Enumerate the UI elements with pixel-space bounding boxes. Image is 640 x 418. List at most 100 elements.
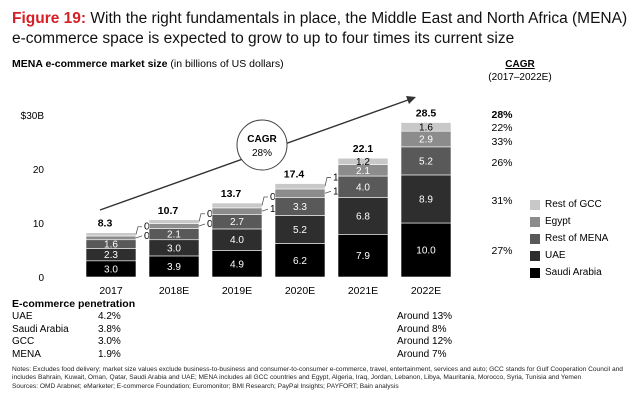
x-tick-label: 2019E — [222, 285, 252, 297]
penetration-country: Saudi Arabia — [12, 323, 69, 335]
legend-label: Rest of MENA — [545, 233, 609, 244]
bar-segment — [211, 207, 263, 215]
bar-value-label: 2.1 — [167, 230, 181, 241]
bar-value-label: 8.9 — [419, 194, 433, 205]
bar-value-label: 6.8 — [356, 211, 370, 222]
legend-label: Rest of GCC — [545, 199, 602, 210]
callout-line — [261, 208, 269, 212]
bar-segment — [274, 183, 326, 190]
chart-notes: Notes: Excludes food delivery; market si… — [12, 366, 632, 391]
penetration-row: Saudi Arabia 3.8% Around 8% — [12, 324, 512, 337]
bar-total-label: 17.4 — [284, 169, 305, 181]
bar-segment — [337, 234, 389, 278]
cagr-column-header: CAGR (2017–2022E) — [470, 58, 570, 84]
chart-subtitle: MENA e-commerce market size (in billions… — [12, 58, 284, 70]
penetration-forecast: Around 13% — [397, 311, 453, 322]
penetration-current: 4.2% — [98, 311, 121, 322]
legend-label: Egypt — [545, 216, 571, 227]
bar-value-label: 3.0 — [167, 243, 181, 254]
legend-label: Saudi Arabia — [545, 267, 602, 278]
x-tick-label: 2017 — [99, 285, 123, 297]
callout-line — [198, 223, 206, 227]
penetration-current: 3.8% — [98, 323, 121, 335]
x-tick-label: 2022E — [411, 285, 441, 297]
cagr-series-value: 22% — [491, 122, 512, 134]
callout-line — [261, 196, 268, 206]
bar-total-label: 8.3 — [98, 218, 113, 230]
bar-value-label: 1.2 — [356, 157, 370, 168]
bar-segment — [400, 122, 452, 132]
bar-value-label: 4.0 — [230, 235, 244, 246]
bar-value-label: 3.0 — [104, 264, 118, 275]
subtitle-bold: MENA e-commerce market size — [12, 58, 168, 70]
y-tick-label: 20 — [33, 165, 45, 176]
bar-segment — [274, 215, 326, 244]
bar-value-label: 10.0 — [416, 246, 436, 257]
bar-segment — [85, 232, 137, 237]
bar-value-label: 2.7 — [230, 217, 244, 228]
bar-value-label: 3.9 — [167, 262, 181, 273]
bar-value-label: 5.2 — [419, 156, 433, 167]
cagr-bubble-label: CAGR — [247, 134, 277, 145]
sources-text: Sources: OMD Arabnet; eMarketer; E-comme… — [12, 382, 399, 390]
callout-line — [324, 177, 331, 187]
penetration-row: MENA 1.9% Around 7% — [12, 349, 512, 362]
figure-title: Figure 19: With the right fundamentals i… — [12, 9, 632, 49]
legend-swatch — [530, 234, 540, 244]
bar-value-label: 1.6 — [104, 240, 118, 251]
bar-segment — [337, 157, 389, 165]
bar-value-label: 5.2 — [293, 225, 307, 236]
bar-value-label: 2.1 — [356, 166, 370, 177]
figure-label: Figure 19: — [12, 10, 87, 27]
x-tick-label: 2021E — [348, 285, 378, 297]
bar-value-label: 3.3 — [293, 202, 307, 213]
legend-label: UAE — [545, 250, 566, 261]
penetration-country: UAE — [12, 311, 33, 322]
cagr-series-value: 26% — [491, 157, 512, 169]
bar-segment — [211, 202, 263, 209]
bar-segment — [211, 250, 263, 278]
penetration-forecast: Around 12% — [397, 336, 453, 347]
stacked-bar-chart: 01020$30B3.02.31.60.70.68.320173.93.02.1… — [21, 96, 513, 297]
bar-total-label: 28.5 — [416, 108, 437, 120]
penetration-country: GCC — [12, 336, 35, 347]
growth-arrow-head — [406, 96, 416, 104]
penetration-country: MENA — [12, 348, 41, 360]
bar-segment — [337, 197, 389, 235]
penetration-row: GCC 3.0% Around 12% — [12, 336, 512, 349]
bar-total-label: 22.1 — [353, 143, 374, 155]
cagr-series-value: 33% — [491, 136, 512, 148]
bar-segment — [274, 188, 326, 198]
cagr-bubble-value: 28% — [252, 148, 272, 159]
penetration-forecast: Around 7% — [397, 348, 447, 360]
figure-title-text: With the right fundamentals in place, th… — [12, 10, 628, 47]
y-tick-label: 10 — [33, 219, 45, 230]
cagr-total-value: 28% — [491, 109, 513, 121]
callout-line — [135, 226, 142, 235]
penetration-title: E-commerce penetration — [12, 298, 136, 310]
bar-value-label: 7.9 — [356, 251, 370, 262]
bar-segment — [148, 223, 200, 229]
y-tick-label: 0 — [38, 273, 44, 284]
bar-total-label: 10.7 — [158, 205, 179, 217]
bar-value-label: 6.2 — [293, 256, 307, 267]
legend-swatch — [530, 217, 540, 227]
x-tick-label: 2018E — [159, 285, 189, 297]
x-tick-label: 2020E — [285, 285, 315, 297]
penetration-row: UAE 4.2% Around 13% — [12, 311, 512, 324]
bar-segment — [148, 219, 200, 224]
bar-segment — [400, 174, 452, 224]
cagr-series-value: 31% — [491, 195, 512, 207]
bar-segment — [274, 243, 326, 278]
bar-value-label: 1.6 — [419, 122, 433, 133]
cagr-header-label: CAGR — [505, 59, 535, 70]
bar-segment — [400, 222, 452, 278]
legend-swatch — [530, 268, 540, 278]
penetration-current: 3.0% — [98, 336, 121, 347]
bar-total-label: 13.7 — [221, 188, 242, 200]
legend-swatch — [530, 251, 540, 261]
bar-value-label: 4.0 — [356, 182, 370, 193]
callout-line — [198, 213, 205, 222]
y-tick-label: $30B — [21, 111, 45, 122]
bar-value-label: 4.9 — [230, 259, 244, 270]
